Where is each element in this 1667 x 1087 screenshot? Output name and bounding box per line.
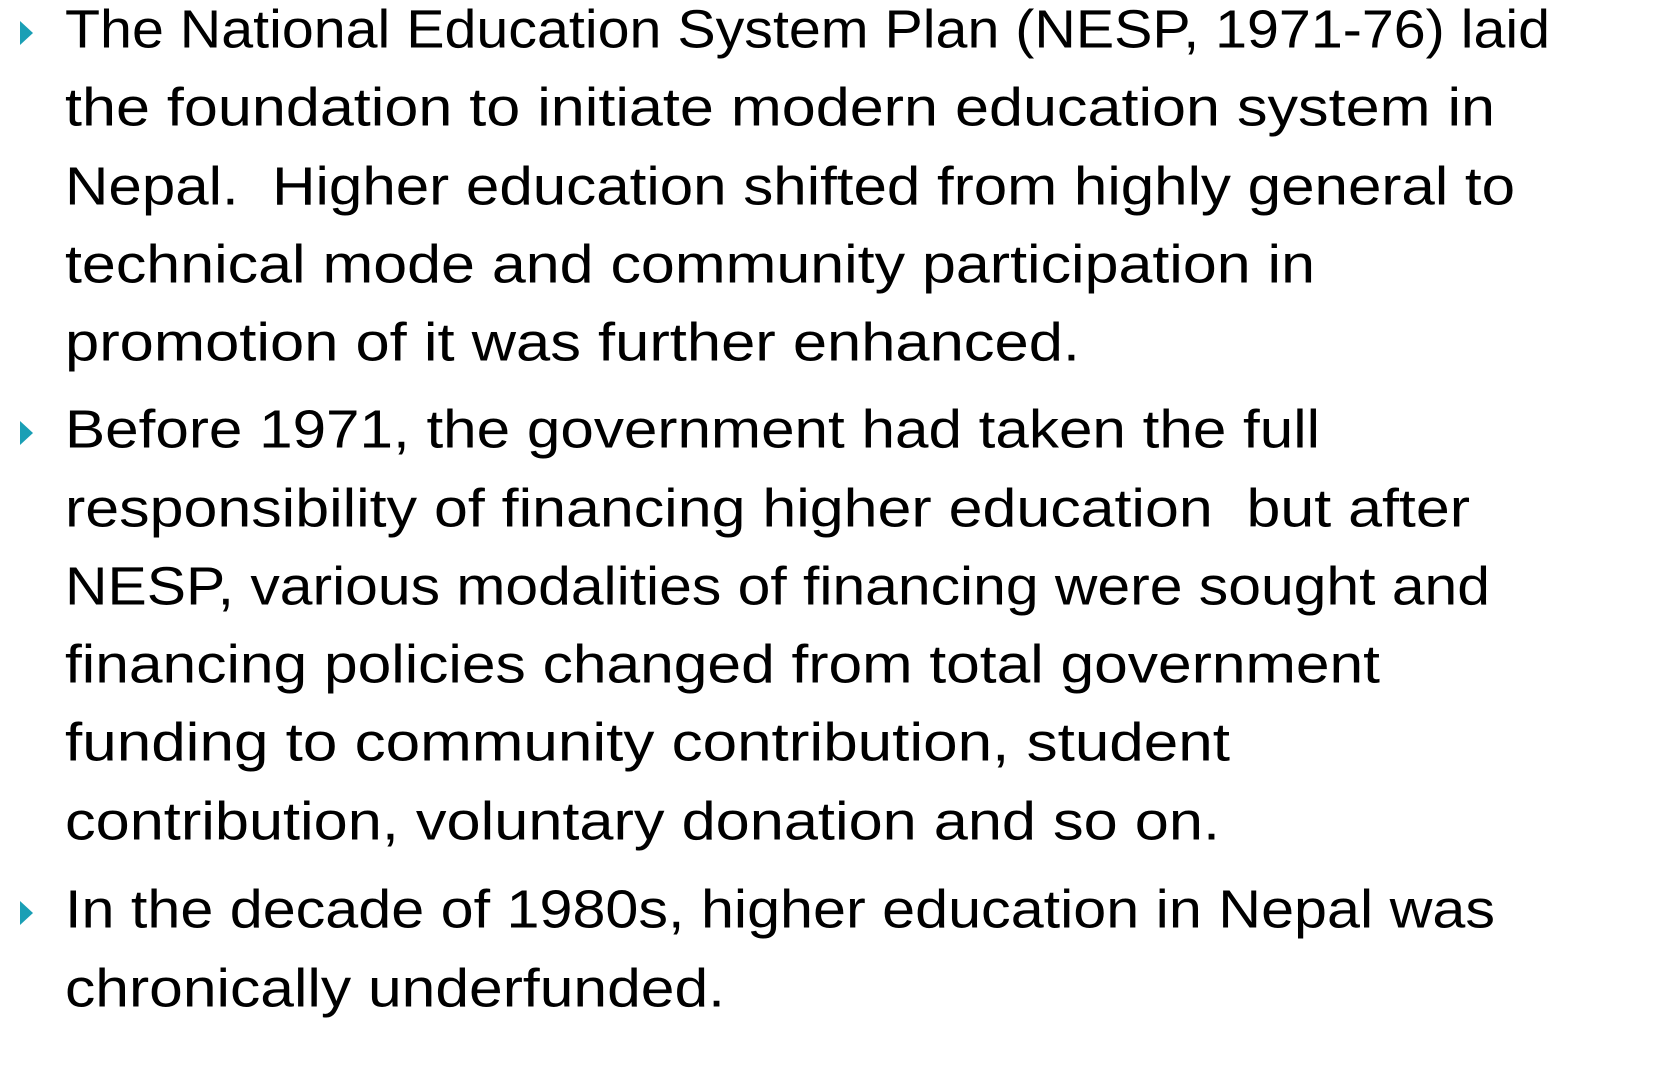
bullet-text-line: The National Education System Plan (NESP… (65, 0, 1550, 59)
bullet-text-line: Nepal. Higher education shifted from hig… (65, 156, 1515, 216)
bullet-text-line: the foundation to initiate modern educat… (65, 77, 1495, 137)
bullet-text-line: NESP, various modalities of financing we… (65, 556, 1490, 616)
bullet (20, 901, 33, 925)
bullet-text-line: chronically underfunded. (65, 958, 725, 1018)
bullet-text-line: funding to community contribution, stude… (65, 712, 1230, 772)
bullet-text-line: Before 1971, the government had taken th… (65, 399, 1320, 459)
bullet-text-line: In the decade of 1980s, higher education… (65, 879, 1495, 939)
bullet (20, 421, 33, 445)
bullet-text-line: technical mode and community participati… (65, 234, 1315, 294)
bullet (20, 21, 33, 45)
bullet-text-line: promotion of it was further enhanced. (65, 312, 1080, 372)
bullet-text-line: responsibility of financing higher educa… (65, 478, 1470, 538)
bullet-text-line: financing policies changed from total go… (65, 634, 1380, 694)
bullet-text-line: contribution, voluntary donation and so … (65, 791, 1220, 851)
